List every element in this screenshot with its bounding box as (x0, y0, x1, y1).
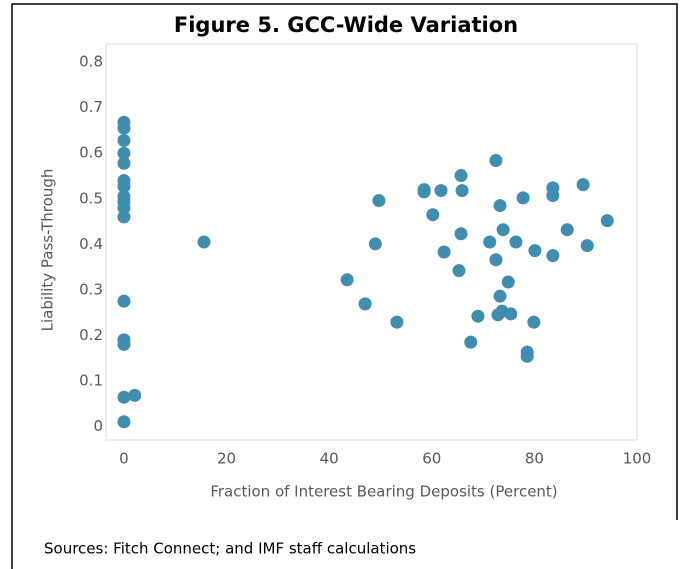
y-tick-label: 0.6 (79, 144, 103, 162)
source-note: Sources: Fitch Connect; and IMF staff ca… (44, 540, 416, 558)
point (434, 184, 448, 198)
point (493, 289, 507, 303)
point (358, 297, 372, 311)
point (504, 307, 518, 321)
point (128, 388, 142, 402)
point (117, 156, 131, 170)
point (455, 184, 469, 198)
y-axis-label: Liability Pass-Through (39, 169, 57, 332)
point (600, 214, 614, 228)
point (117, 210, 131, 224)
x-tick-label: 0 (119, 450, 129, 468)
point (496, 223, 510, 237)
point (464, 335, 478, 349)
point (546, 249, 560, 263)
point (117, 337, 131, 351)
point (483, 235, 497, 249)
point (368, 237, 382, 251)
point (454, 169, 468, 183)
y-tick-label: 0.4 (79, 235, 103, 253)
point (516, 191, 530, 205)
point (117, 201, 131, 215)
point (417, 185, 431, 199)
point (452, 264, 466, 278)
point (576, 178, 590, 192)
point (117, 121, 131, 135)
point (493, 199, 507, 213)
point (560, 223, 574, 237)
point (471, 309, 485, 323)
y-tick-label: 0.2 (79, 326, 103, 344)
point (501, 275, 515, 289)
point (437, 245, 451, 259)
point (546, 189, 560, 203)
y-tick-label: 0 (93, 417, 103, 435)
x-tick-label: 60 (422, 450, 441, 468)
chart-title: Figure 5. GCC-Wide Variation (174, 13, 518, 37)
point (454, 227, 468, 241)
point (117, 390, 131, 404)
point (426, 208, 440, 222)
x-tick-label: 40 (320, 450, 339, 468)
point (372, 194, 386, 208)
point (117, 294, 131, 308)
point (489, 154, 503, 168)
y-tick-label: 0.1 (79, 371, 103, 389)
point (117, 179, 131, 193)
point (528, 244, 542, 258)
point (197, 235, 211, 249)
point (117, 146, 131, 160)
y-tick-label: 0.3 (79, 280, 103, 298)
point (527, 315, 541, 329)
frame (11, 3, 678, 569)
x-axis-label: Fraction of Interest Bearing Deposits (P… (210, 483, 557, 501)
point (509, 235, 523, 249)
point (390, 315, 404, 329)
plot-frame (105, 43, 638, 441)
point (340, 273, 354, 287)
point (489, 253, 503, 267)
point (117, 133, 131, 147)
x-tick-label: 80 (525, 450, 544, 468)
y-tick-label: 0.7 (79, 98, 103, 116)
point (520, 349, 534, 363)
y-tick-label: 0.8 (79, 53, 103, 71)
point (117, 415, 131, 429)
y-tick-label: 0.5 (79, 189, 103, 207)
x-tick-label: 20 (217, 450, 236, 468)
point (580, 239, 594, 253)
x-tick-label: 100 (623, 450, 652, 468)
